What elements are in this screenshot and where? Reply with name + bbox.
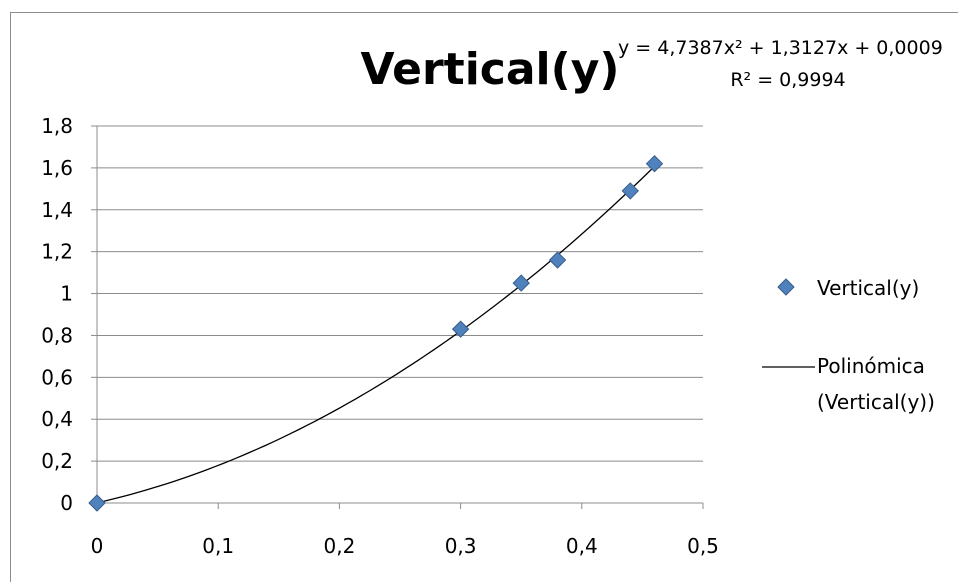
x-tick-label: 0 <box>91 534 104 558</box>
legend-label-trendline-line1: Polinómica <box>817 354 925 378</box>
y-tick-label: 0,8 <box>41 323 73 347</box>
y-tick-label: 1 <box>60 282 73 306</box>
x-tick-label: 0,4 <box>566 534 598 558</box>
y-tick-label: 1,8 <box>41 114 73 138</box>
x-tick-label: 0,1 <box>202 534 234 558</box>
y-tick-label: 0 <box>60 491 73 515</box>
chart-area <box>10 12 958 582</box>
gridlines <box>97 125 703 462</box>
data-point <box>548 251 567 269</box>
trendline-equation: y = 4,7387x² + 1,3127x + 0,0009 <box>618 37 943 59</box>
tick-labels: 0 0,2 0,4 0,6 0,8 1 1,2 1,4 1,6 1,8 0 0,1 0,2 0,3 0,4 0… <box>41 114 719 558</box>
trendline-r-squared: R² = 0,9994 <box>730 69 845 91</box>
data-point <box>621 182 639 200</box>
data-point <box>451 320 470 338</box>
y-tick-label: 1,6 <box>41 156 73 180</box>
chart-title: Vertical(y) <box>360 44 619 95</box>
trendline-group <box>96 165 655 504</box>
x-tick-label: 0,2 <box>323 534 355 558</box>
y-tick-label: 0,2 <box>41 449 73 473</box>
axes <box>96 126 703 504</box>
legend: Vertical(y) Polinómica (Vertical(y)) <box>762 276 935 414</box>
y-tick-label: 1,4 <box>41 198 73 222</box>
y-tick-label: 0,6 <box>41 365 73 389</box>
data-point <box>88 494 106 512</box>
x-tick-label: 0,3 <box>445 534 477 558</box>
y-tick-label: 0,4 <box>41 407 73 431</box>
y-tick-label: 1,2 <box>41 240 73 264</box>
legend-label-trendline-line2: (Vertical(y)) <box>817 390 935 414</box>
x-tick-label: 0,5 <box>687 534 719 558</box>
legend-marker-vertical <box>777 278 795 296</box>
data-point <box>645 154 664 173</box>
trendline-curve <box>96 165 655 504</box>
legend-label-vertical: Vertical(y) <box>817 276 919 300</box>
data-point <box>512 274 530 292</box>
data-points <box>88 154 664 512</box>
